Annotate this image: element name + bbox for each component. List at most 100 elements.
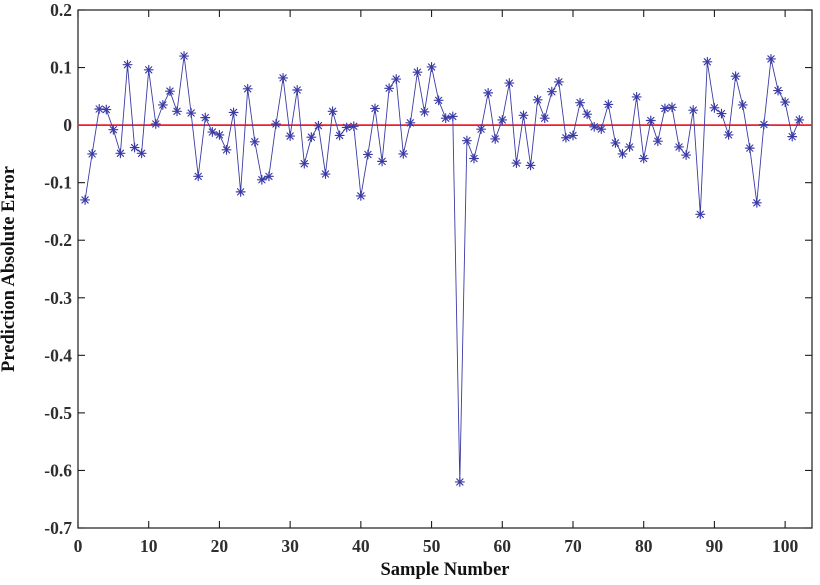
data-marker [568, 130, 578, 141]
data-marker [483, 87, 494, 98]
x-tick-label: 70 [564, 536, 582, 556]
data-marker [787, 131, 798, 142]
y-tick-label: -0.1 [44, 173, 72, 193]
data-marker [108, 124, 119, 135]
x-tick-label: 10 [140, 536, 158, 556]
data-marker [122, 59, 133, 70]
data-marker [334, 130, 345, 141]
error-series-line [84, 55, 800, 483]
data-marker [299, 158, 310, 169]
data-marker [645, 115, 656, 126]
data-marker [292, 85, 303, 95]
data-marker [723, 129, 734, 140]
data-marker [794, 114, 805, 125]
y-tick-label: 0 [63, 115, 72, 135]
data-marker [596, 124, 607, 135]
x-tick-label: 0 [74, 536, 83, 556]
data-marker [150, 118, 161, 129]
data-marker [362, 149, 373, 160]
data-marker [214, 129, 225, 140]
data-marker [94, 104, 105, 114]
data-marker [638, 153, 649, 164]
data-marker [631, 91, 642, 102]
data-marker [157, 99, 168, 110]
data-marker [207, 127, 218, 137]
data-marker [172, 106, 182, 117]
y-tick-label: -0.7 [44, 518, 72, 538]
data-marker [553, 76, 564, 87]
data-marker [546, 86, 557, 97]
data-marker [327, 106, 338, 117]
axis-frame [77, 9, 813, 529]
data-marker [674, 142, 685, 152]
x-tick-label: 90 [706, 536, 724, 556]
data-marker [737, 99, 748, 110]
data-marker [560, 132, 571, 143]
data-marker [440, 113, 451, 124]
y-axis-title: Prediction Absolute Error [0, 166, 19, 372]
data-marker [610, 137, 621, 148]
data-marker [659, 103, 670, 114]
data-marker [129, 142, 140, 153]
data-marker [582, 109, 593, 120]
data-marker [589, 121, 600, 132]
data-marker [101, 104, 112, 115]
x-tick-label: 80 [635, 536, 653, 556]
data-marker [744, 143, 755, 154]
data-marker [278, 72, 289, 83]
data-marker [624, 142, 635, 152]
y-tick-label: -0.4 [44, 345, 72, 365]
data-marker [313, 120, 324, 131]
data-marker [751, 197, 762, 208]
data-marker [730, 71, 741, 82]
x-tick-label: 60 [494, 536, 512, 556]
data-marker [384, 83, 395, 94]
data-marker [758, 119, 769, 130]
data-marker [164, 86, 175, 97]
data-marker [377, 156, 388, 167]
data-marker [780, 97, 791, 108]
data-marker [511, 158, 522, 169]
plot-area: 0 10 20 30 40 50 60 70 80 90 100 0.2 0.1 0 -0.1 -0.2 -0.… [44, 0, 813, 556]
data-marker [681, 150, 692, 161]
data-marker [263, 171, 274, 182]
data-marker [221, 144, 232, 155]
data-marker [320, 169, 331, 180]
data-marker [200, 112, 211, 123]
y-tick-label: -0.3 [44, 288, 72, 308]
data-marker [405, 117, 416, 128]
data-marker [228, 107, 239, 118]
data-marker [398, 148, 409, 159]
data-marker [391, 74, 402, 85]
data-marker [603, 99, 614, 110]
data-marker [426, 62, 437, 72]
data-marker [193, 171, 204, 182]
data-marker [469, 153, 479, 164]
data-marker [688, 105, 699, 116]
data-marker [256, 174, 267, 185]
data-marker [617, 148, 628, 159]
x-axis-title: Sample Number [381, 560, 510, 580]
data-marker [716, 108, 727, 119]
data-marker [285, 131, 296, 142]
x-tick-label: 40 [352, 536, 370, 556]
data-marker [242, 83, 253, 94]
data-marker [419, 106, 430, 117]
data-marker [143, 64, 154, 75]
data-marker [461, 135, 472, 146]
data-marker [179, 51, 190, 62]
data-marker [136, 148, 147, 159]
x-tick-label: 30 [281, 536, 299, 556]
data-marker [348, 121, 359, 132]
data-marker [80, 194, 91, 205]
data-marker [454, 476, 465, 487]
data-marker [773, 85, 784, 96]
x-tick-label: 100 [772, 536, 799, 556]
data-marker [186, 108, 197, 118]
data-marker [370, 103, 380, 114]
data-marker [235, 186, 246, 197]
data-marker [539, 113, 550, 124]
data-marker [447, 111, 458, 122]
x-tick-label: 20 [211, 536, 229, 556]
